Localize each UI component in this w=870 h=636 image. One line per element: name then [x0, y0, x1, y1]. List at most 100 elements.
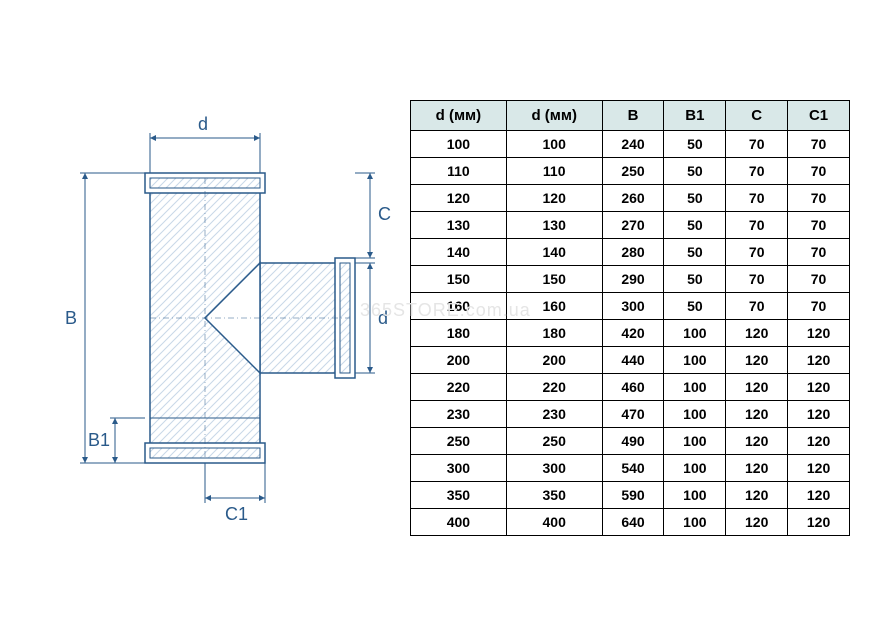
label-b1: B1: [88, 430, 110, 450]
table-row: 150150290507070: [411, 266, 850, 293]
table-cell: 100: [664, 374, 726, 401]
dimensions-table: d (мм) d (мм) B B1 C C1 1001002405070701…: [410, 100, 850, 536]
table-cell: 120: [411, 185, 507, 212]
col-header: d (мм): [411, 101, 507, 131]
table-cell: 110: [506, 158, 602, 185]
table-cell: 100: [664, 428, 726, 455]
col-header: B: [602, 101, 664, 131]
table-cell: 100: [664, 509, 726, 536]
table-cell: 200: [506, 347, 602, 374]
col-header: C: [726, 101, 788, 131]
table-cell: 120: [788, 428, 850, 455]
table-cell: 70: [726, 293, 788, 320]
table-cell: 350: [411, 482, 507, 509]
table-row: 250250490100120120: [411, 428, 850, 455]
table-cell: 70: [726, 185, 788, 212]
table-cell: 490: [602, 428, 664, 455]
table-cell: 250: [411, 428, 507, 455]
table-cell: 120: [788, 482, 850, 509]
table-cell: 50: [664, 185, 726, 212]
col-header: C1: [788, 101, 850, 131]
table-cell: 440: [602, 347, 664, 374]
table-cell: 100: [664, 482, 726, 509]
table-cell: 160: [506, 293, 602, 320]
label-b: B: [65, 308, 77, 328]
table-cell: 70: [788, 212, 850, 239]
table-cell: 140: [506, 239, 602, 266]
table-cell: 70: [726, 266, 788, 293]
table-cell: 50: [664, 212, 726, 239]
table-cell: 290: [602, 266, 664, 293]
table-cell: 350: [506, 482, 602, 509]
table-row: 120120260507070: [411, 185, 850, 212]
label-c: C: [378, 204, 391, 224]
table-cell: 460: [602, 374, 664, 401]
table-cell: 300: [506, 455, 602, 482]
table-cell: 120: [788, 401, 850, 428]
table-cell: 70: [726, 239, 788, 266]
table-row: 180180420100120120: [411, 320, 850, 347]
table-cell: 100: [664, 320, 726, 347]
table-cell: 120: [726, 509, 788, 536]
col-header: B1: [664, 101, 726, 131]
table-cell: 120: [726, 347, 788, 374]
table-cell: 240: [602, 131, 664, 158]
table-cell: 70: [726, 131, 788, 158]
table-cell: 70: [788, 158, 850, 185]
table-cell: 270: [602, 212, 664, 239]
table-cell: 540: [602, 455, 664, 482]
table-cell: 280: [602, 239, 664, 266]
table-cell: 140: [411, 239, 507, 266]
table-cell: 120: [726, 428, 788, 455]
table-cell: 220: [506, 374, 602, 401]
technical-diagram: d C d B B1 C1: [20, 78, 400, 558]
table-cell: 150: [411, 266, 507, 293]
table-row: 110110250507070: [411, 158, 850, 185]
table-row: 400400640100120120: [411, 509, 850, 536]
table-cell: 50: [664, 131, 726, 158]
table-cell: 160: [411, 293, 507, 320]
table-cell: 120: [726, 455, 788, 482]
table-cell: 70: [788, 185, 850, 212]
table-cell: 230: [411, 401, 507, 428]
table-cell: 120: [788, 455, 850, 482]
table-cell: 200: [411, 347, 507, 374]
table-cell: 640: [602, 509, 664, 536]
col-header: d (мм): [506, 101, 602, 131]
table-cell: 70: [788, 239, 850, 266]
table-cell: 130: [411, 212, 507, 239]
table-row: 350350590100120120: [411, 482, 850, 509]
table-cell: 50: [664, 293, 726, 320]
table-cell: 260: [602, 185, 664, 212]
table-cell: 400: [506, 509, 602, 536]
table-cell: 420: [602, 320, 664, 347]
table-cell: 400: [411, 509, 507, 536]
table-cell: 100: [664, 347, 726, 374]
table-cell: 120: [788, 509, 850, 536]
table-cell: 180: [506, 320, 602, 347]
table-cell: 100: [506, 131, 602, 158]
table-cell: 120: [788, 320, 850, 347]
table-row: 230230470100120120: [411, 401, 850, 428]
table-cell: 70: [788, 293, 850, 320]
table-cell: 120: [788, 347, 850, 374]
table-cell: 110: [411, 158, 507, 185]
table-cell: 70: [726, 212, 788, 239]
table-cell: 70: [726, 158, 788, 185]
table-row: 200200440100120120: [411, 347, 850, 374]
table-cell: 220: [411, 374, 507, 401]
label-c1: C1: [225, 504, 248, 524]
table-cell: 120: [726, 320, 788, 347]
table-row: 160160300507070: [411, 293, 850, 320]
table-cell: 70: [788, 131, 850, 158]
table-cell: 590: [602, 482, 664, 509]
table-row: 220220460100120120: [411, 374, 850, 401]
table-cell: 470: [602, 401, 664, 428]
table-cell: 50: [664, 158, 726, 185]
table-cell: 120: [726, 482, 788, 509]
table-cell: 100: [664, 455, 726, 482]
table-cell: 250: [506, 428, 602, 455]
tee-fitting-svg: d C d B B1 C1: [20, 78, 400, 558]
table-cell: 300: [602, 293, 664, 320]
table-cell: 50: [664, 239, 726, 266]
